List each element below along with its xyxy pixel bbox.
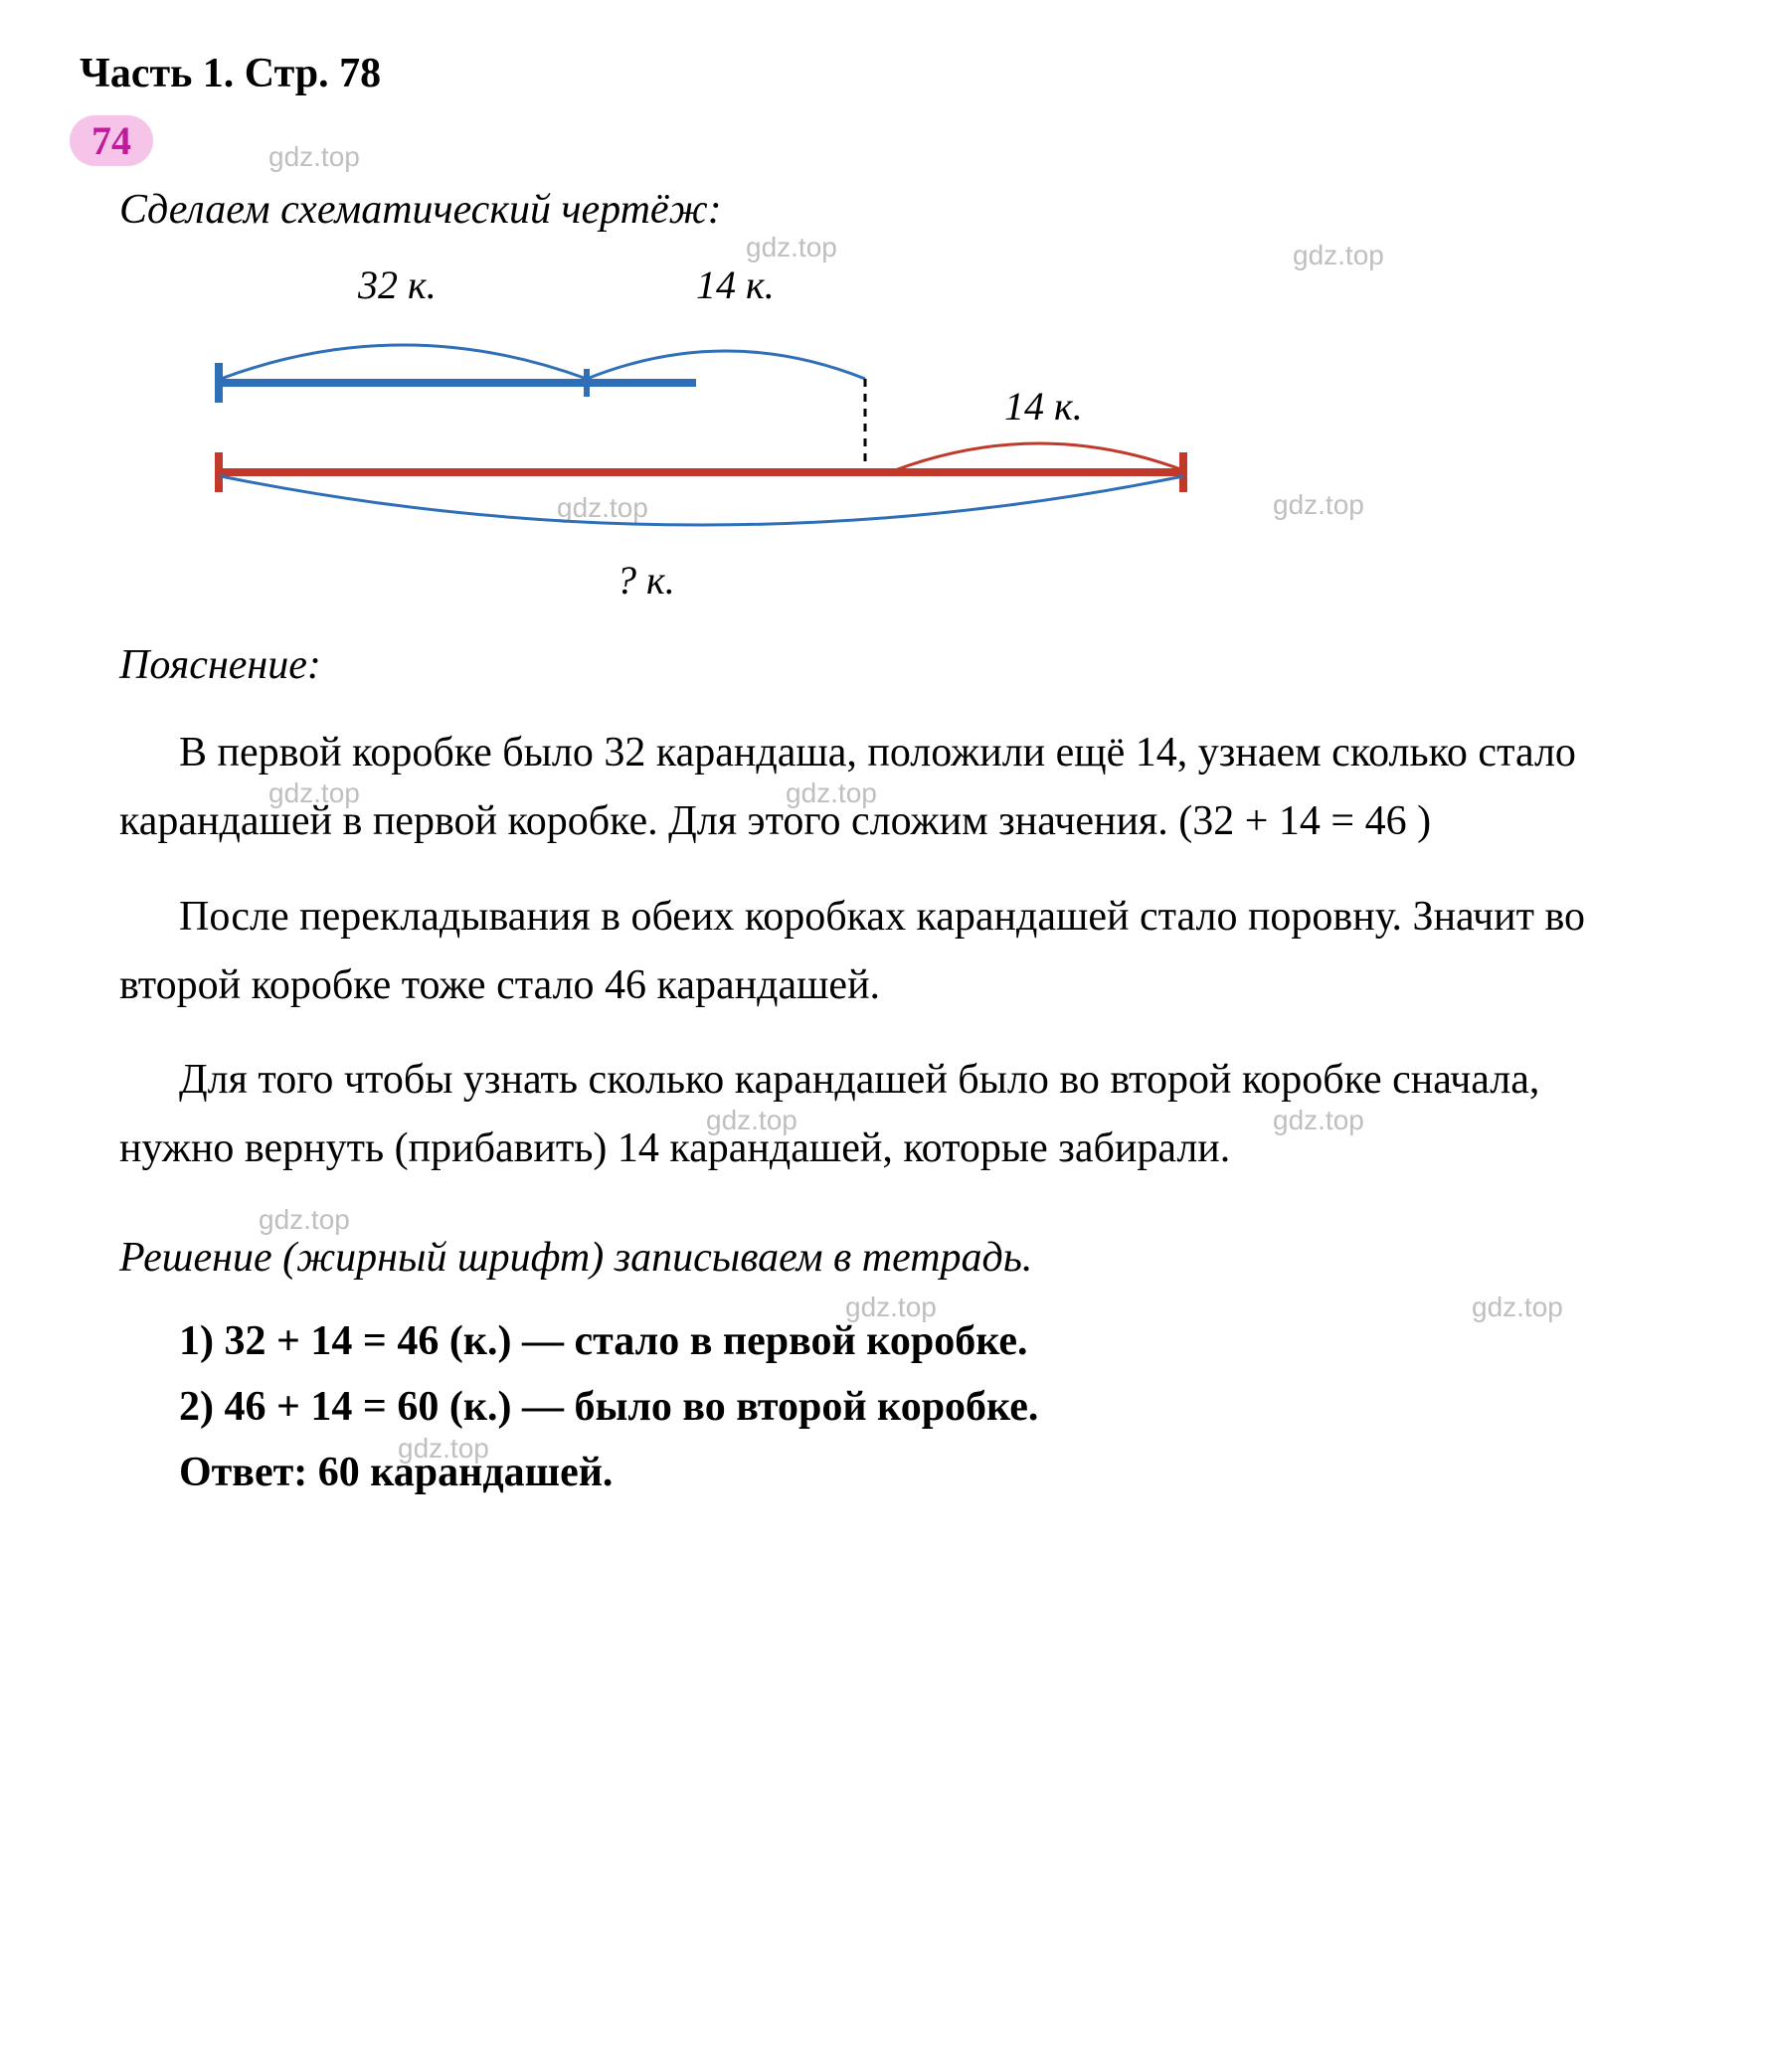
solution-line-2-text: 2) 46 + 14 = 60 (к.) — было во второй ко… bbox=[179, 1384, 1038, 1430]
para-1: В первой коробке было 32 карандаша, поло… bbox=[119, 719, 1651, 857]
watermark: gdz.top bbox=[845, 1292, 937, 1323]
para-2: После перекладывания в обеих коробках ка… bbox=[119, 883, 1651, 1021]
solution-line-1: 1) 32 + 14 = 46 (к.) — стало в первой ко… bbox=[179, 1317, 1690, 1365]
problem-badge: 74 bbox=[70, 115, 153, 166]
page-title: Часть 1. Стр. 78 bbox=[80, 50, 1690, 97]
watermark: gdz.top bbox=[398, 1433, 489, 1465]
watermark: gdz.top bbox=[1213, 1098, 1364, 1143]
diagram-svg bbox=[139, 244, 1412, 602]
para-3: Для того чтобы узнать сколько карандашей… bbox=[119, 1046, 1651, 1184]
diagram: gdz.top gdz.top gdz.top gdz.top 32 к. 14… bbox=[139, 244, 1412, 602]
watermark: gdz.top bbox=[726, 771, 877, 816]
watermark: gdz.top bbox=[209, 771, 360, 816]
page: Часть 1. Стр. 78 74 gdz.top Сделаем схем… bbox=[0, 0, 1770, 1546]
watermark: gdz.top bbox=[646, 1098, 797, 1143]
solution-heading: Решение (жирный шрифт) записываем в тетр… bbox=[119, 1234, 1690, 1282]
watermark: gdz.top bbox=[268, 141, 360, 173]
watermark: gdz.top bbox=[1472, 1292, 1563, 1323]
explain-heading: Пояснение: bbox=[119, 641, 1690, 689]
solution-heading-text: Решение (жирный шрифт) записываем в тетр… bbox=[119, 1235, 1032, 1281]
diagram-subtitle: Сделаем схематический чертёж: bbox=[119, 186, 1690, 234]
solution-line-2: 2) 46 + 14 = 60 (к.) — было во второй ко… bbox=[179, 1383, 1690, 1431]
watermark: gdz.top bbox=[259, 1204, 350, 1236]
